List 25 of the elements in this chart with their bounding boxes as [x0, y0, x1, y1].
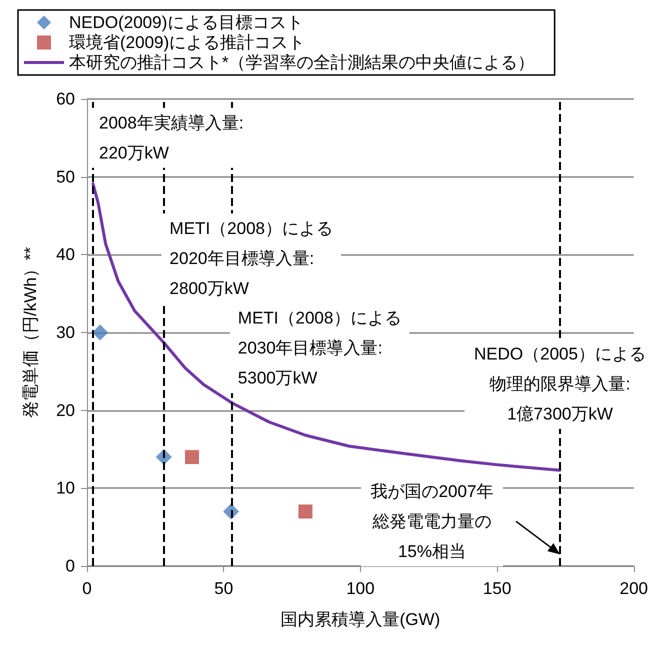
x-axis-title: 国内累積導入量(GW) [280, 610, 440, 629]
y-tick-label: 30 [56, 323, 75, 342]
annotation: 2008年実績導入量: 220万kW [99, 113, 244, 162]
y-tick-label: 60 [56, 90, 75, 108]
y-tick-label: 40 [56, 245, 75, 264]
annotation: METI（2008）による 2020年目標導入量: 2800万kW [170, 219, 333, 298]
legend-label: NEDO(2009)による目標コスト [69, 13, 304, 32]
y-tick-label: 10 [56, 478, 75, 498]
annotation: 我が国の2007年総発電電力量の15%相当 [370, 482, 494, 561]
x-tick-label: 150 [482, 579, 512, 598]
y-axis-title: 発電単価（円/kWh）** [21, 246, 40, 418]
x-tick-label: 200 [620, 579, 648, 598]
x-tick-label: 50 [214, 579, 234, 598]
point [298, 504, 312, 519]
legend-label: 本研究の推計コスト*（学習率の全計測結果の中央値による） [69, 53, 535, 72]
point [92, 324, 108, 340]
annotation: METI（2008）による 2030年目標導入量: 5300万kW [238, 308, 402, 388]
y-tick-label: 0 [66, 556, 75, 576]
x-tick-label: 100 [346, 579, 375, 598]
y-tick-label: 50 [56, 167, 75, 186]
point [184, 450, 199, 464]
x-tick-label: 0 [82, 579, 92, 598]
legend-label: 環境省(2009)による推計コスト [69, 33, 306, 52]
y-tick-label: 20 [56, 400, 75, 420]
annotation: NEDO（2005）による物理的限界導入量: 1億7300万kW [474, 344, 646, 424]
